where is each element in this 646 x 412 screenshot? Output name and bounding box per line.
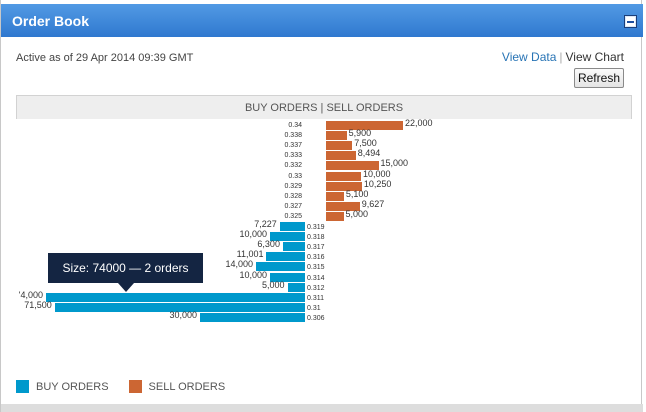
buy-price-label: 0.312 xyxy=(307,284,325,292)
sell-size-label: 5,100 xyxy=(345,188,369,199)
sell-price-label: 0.325 xyxy=(284,212,302,220)
buy-bar[interactable] xyxy=(54,302,305,312)
sell-price-label: 0.34 xyxy=(288,122,302,129)
sell-size-label: 7,500 xyxy=(354,138,377,149)
sell-bar[interactable] xyxy=(326,171,361,181)
sell-swatch-icon xyxy=(128,380,142,393)
buy-price-label: 0.311 xyxy=(307,294,324,302)
buy-size-label: 7,227 xyxy=(254,219,277,229)
legend-buy-label: BUY ORDERS xyxy=(36,380,109,393)
sell-bar[interactable] xyxy=(326,131,347,141)
sell-size-label: 5,900 xyxy=(348,128,372,139)
buy-size-label: 10,000 xyxy=(239,269,267,280)
buy-size-label: 11,001 xyxy=(236,249,264,260)
buy-bar[interactable] xyxy=(270,232,305,242)
buy-bar[interactable] xyxy=(266,252,305,262)
sell-price-label: 0.33 xyxy=(288,172,302,180)
sell-price-label: 0.333 xyxy=(284,152,302,160)
sell-size-label: 8,494 xyxy=(357,148,381,159)
buy-bar[interactable] xyxy=(200,312,305,322)
buy-price-label: 0.315 xyxy=(307,264,325,272)
order-book-chart: 0.34 22,000 0.338 5,900 0.337 7,500 0.333 8,494… xyxy=(16,119,632,369)
buy-size-label: 71,500 xyxy=(24,299,52,310)
sell-bar[interactable] xyxy=(326,141,353,151)
buy-price-label: 0.317 xyxy=(307,244,325,252)
chart-tooltip: Size: 74000 — 2 orders xyxy=(48,253,203,292)
buy-price-label: 0.319 xyxy=(307,224,325,231)
sell-price-label: 0.328 xyxy=(284,192,302,200)
sell-bar[interactable] xyxy=(326,181,362,191)
buy-price-label: 0.314 xyxy=(307,274,325,282)
sell-price-label: 0.337 xyxy=(284,142,302,150)
buy-price-label: 0.31 xyxy=(307,304,321,312)
legend-item-sell[interactable]: SELL ORDERS xyxy=(128,380,226,393)
view-chart-link[interactable]: View Chart xyxy=(565,50,624,64)
panel-footer xyxy=(1,404,643,412)
buy-size-label: 5,000 xyxy=(261,279,285,290)
sell-bar[interactable] xyxy=(326,121,403,130)
buy-size-label: '4,000 xyxy=(18,289,43,300)
sell-price-label: 0.329 xyxy=(284,182,302,190)
panel-header: Order Book xyxy=(1,4,643,37)
buy-price-label: 0.306 xyxy=(307,314,325,322)
sell-size-label: 9,627 xyxy=(361,198,385,209)
link-separator: | xyxy=(559,50,563,64)
buy-bar[interactable] xyxy=(279,222,305,231)
sell-bar[interactable] xyxy=(326,191,344,201)
refresh-button[interactable]: Refresh xyxy=(573,68,624,88)
legend-sell-label: SELL ORDERS xyxy=(148,380,226,393)
sell-bar[interactable] xyxy=(326,211,344,221)
sell-price-label: 0.332 xyxy=(284,162,302,170)
buy-bar[interactable] xyxy=(282,242,305,252)
buy-price-label: 0.318 xyxy=(307,234,325,242)
chart-legend: BUY ORDERS SELL ORDERS xyxy=(16,380,245,393)
sell-size-label: 22,000 xyxy=(405,118,433,128)
buy-bar[interactable] xyxy=(270,272,305,282)
sell-bar[interactable] xyxy=(326,201,360,211)
sell-size-label: 5,000 xyxy=(345,208,369,219)
sell-size-label: 10,250 xyxy=(363,178,392,189)
buy-bar[interactable] xyxy=(46,292,305,302)
view-toggle: View Data | View Chart xyxy=(502,50,624,64)
sell-price-label: 0.327 xyxy=(284,202,302,210)
buy-price-label: 0.316 xyxy=(307,254,325,262)
sell-size-label: 15,000 xyxy=(380,158,409,169)
sell-bar[interactable] xyxy=(326,151,356,161)
chart-title: BUY ORDERS | SELL ORDERS xyxy=(16,95,632,119)
sell-bar[interactable] xyxy=(326,161,379,171)
buy-bar[interactable] xyxy=(256,262,305,272)
sell-price-label: 0.338 xyxy=(284,132,302,140)
active-timestamp: Active as of 29 Apr 2014 09:39 GMT xyxy=(16,52,194,64)
buy-size-label: 14,000 xyxy=(225,259,253,270)
sell-size-label: 10,000 xyxy=(363,168,391,179)
minus-box-icon[interactable] xyxy=(624,15,637,28)
legend-item-buy[interactable]: BUY ORDERS xyxy=(16,380,109,393)
buy-size-label: 10,000 xyxy=(239,229,267,240)
buy-size-label: 6,300 xyxy=(257,239,280,250)
buy-bar[interactable] xyxy=(287,282,305,292)
view-data-link[interactable]: View Data xyxy=(501,50,557,64)
buy-swatch-icon xyxy=(16,380,29,393)
buy-size-label: 30,000 xyxy=(169,309,197,320)
panel-title: Order Book xyxy=(12,13,90,29)
